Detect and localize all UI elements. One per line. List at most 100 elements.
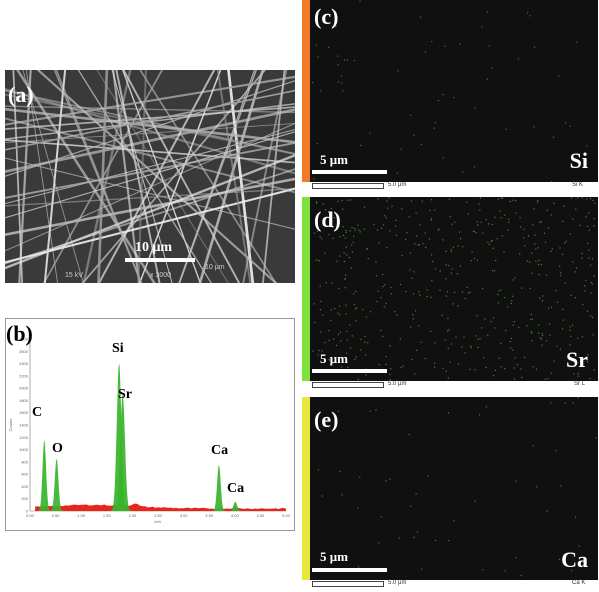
element-map-speckle bbox=[339, 255, 341, 257]
element-map-speckle bbox=[461, 291, 464, 293]
sem-fiber bbox=[96, 70, 229, 283]
element-map-speckle bbox=[363, 228, 365, 230]
element-map-speckle bbox=[357, 224, 359, 226]
element-map-speckle bbox=[522, 237, 525, 239]
element-map-speckle bbox=[330, 207, 332, 209]
element-map-speckle bbox=[516, 364, 519, 366]
element-map-speckle bbox=[345, 274, 347, 276]
element-map-speckle bbox=[328, 233, 330, 236]
element-map-speckle bbox=[531, 252, 533, 254]
element-map-speckle bbox=[331, 282, 333, 284]
element-map-speckle bbox=[591, 316, 594, 319]
element-map-speckle bbox=[560, 272, 562, 274]
element-map-speckle bbox=[442, 239, 444, 241]
ca-map-panel: (e) 5 μm Ca bbox=[302, 397, 598, 580]
element-map-speckle bbox=[428, 238, 431, 240]
element-map-speckle bbox=[324, 252, 326, 254]
element-map-speckle bbox=[564, 242, 566, 244]
element-map-speckle bbox=[415, 212, 417, 214]
element-map-speckle bbox=[434, 122, 437, 124]
element-map-speckle bbox=[572, 218, 574, 220]
element-map-speckle bbox=[474, 369, 476, 371]
element-map-speckle bbox=[434, 539, 437, 542]
element-map-speckle bbox=[328, 358, 330, 361]
element-map-speckle bbox=[339, 314, 341, 316]
element-map-speckle bbox=[339, 236, 341, 238]
element-map-speckle bbox=[539, 297, 541, 299]
element-map-speckle bbox=[577, 337, 579, 339]
sem-fiber bbox=[5, 88, 295, 175]
element-map-speckle bbox=[553, 202, 555, 204]
element-map-speckle bbox=[531, 340, 533, 342]
element-map-speckle bbox=[321, 495, 323, 497]
element-map-speckle bbox=[558, 558, 561, 560]
element-map-speckle bbox=[415, 310, 417, 312]
element-map-speckle bbox=[343, 260, 346, 263]
element-map-speckle bbox=[315, 259, 317, 261]
element-map-speckle bbox=[485, 366, 487, 369]
element-map-speckle bbox=[357, 566, 360, 568]
y-tick-label: 2600 bbox=[19, 349, 29, 354]
element-map-speckle bbox=[430, 296, 432, 298]
element-map-speckle bbox=[378, 542, 380, 544]
element-map-speckle bbox=[394, 225, 397, 227]
element-map-speckle bbox=[417, 244, 419, 246]
element-map-speckle bbox=[442, 94, 444, 96]
element-map-speckle bbox=[409, 505, 412, 507]
element-map-speckle bbox=[530, 330, 532, 333]
sem-fiber bbox=[25, 70, 59, 283]
element-map-speckle bbox=[590, 264, 592, 266]
element-map-speckle bbox=[564, 282, 566, 284]
element-map-speckle bbox=[550, 214, 553, 216]
sr-caption-line: Sr L bbox=[574, 381, 586, 387]
element-map-speckle bbox=[593, 369, 595, 371]
element-map-speckle bbox=[541, 333, 543, 335]
element-map-speckle bbox=[591, 283, 593, 285]
element-map-speckle bbox=[359, 0, 361, 2]
element-map-speckle bbox=[437, 100, 440, 102]
element-map-speckle bbox=[357, 507, 359, 509]
element-map-speckle bbox=[481, 327, 483, 329]
element-map-speckle bbox=[500, 366, 502, 368]
element-map-speckle bbox=[341, 366, 343, 368]
element-map-speckle bbox=[475, 335, 477, 337]
element-map-speckle bbox=[351, 251, 354, 253]
si-map-panel: (c) 5 μm Si bbox=[302, 0, 598, 182]
element-map-speckle bbox=[556, 301, 559, 303]
element-map-speckle bbox=[509, 200, 511, 203]
element-map-speckle bbox=[539, 337, 541, 339]
element-map-speckle bbox=[487, 334, 489, 336]
element-map-speckle bbox=[555, 289, 557, 292]
y-tick-label: 600 bbox=[21, 472, 28, 477]
element-map-speckle bbox=[416, 235, 418, 237]
element-map-speckle bbox=[533, 46, 536, 48]
y-tick-label: 1200 bbox=[19, 435, 29, 440]
element-map-speckle bbox=[587, 354, 589, 356]
sem-fiber bbox=[122, 70, 241, 283]
element-map-speckle bbox=[316, 143, 318, 145]
element-map-speckle bbox=[349, 199, 352, 201]
element-map-speckle bbox=[360, 144, 362, 147]
element-map-speckle bbox=[520, 574, 522, 577]
element-map-speckle bbox=[448, 198, 451, 200]
element-map-speckle bbox=[507, 306, 509, 308]
ca-caption-scale: 5.0 μm bbox=[388, 580, 407, 586]
peak-label-ca-2: Ca bbox=[227, 481, 245, 496]
element-map-speckle bbox=[459, 43, 461, 45]
element-map-speckle bbox=[530, 319, 532, 321]
element-map-speckle bbox=[451, 223, 453, 225]
element-map-speckle bbox=[314, 232, 316, 234]
element-map-speckle bbox=[413, 536, 415, 538]
element-map-speckle bbox=[369, 132, 371, 134]
element-map-speckle bbox=[541, 300, 544, 302]
sem-fiber bbox=[5, 107, 295, 144]
element-map-speckle bbox=[337, 55, 339, 57]
element-map-speckle bbox=[562, 308, 564, 311]
element-map-speckle bbox=[480, 221, 482, 224]
y-tick-label: 200 bbox=[21, 496, 28, 501]
element-map-speckle bbox=[337, 200, 339, 203]
element-map-speckle bbox=[344, 287, 346, 289]
element-map-speckle bbox=[346, 330, 348, 332]
element-map-speckle bbox=[396, 314, 398, 316]
element-map-speckle bbox=[413, 271, 415, 273]
